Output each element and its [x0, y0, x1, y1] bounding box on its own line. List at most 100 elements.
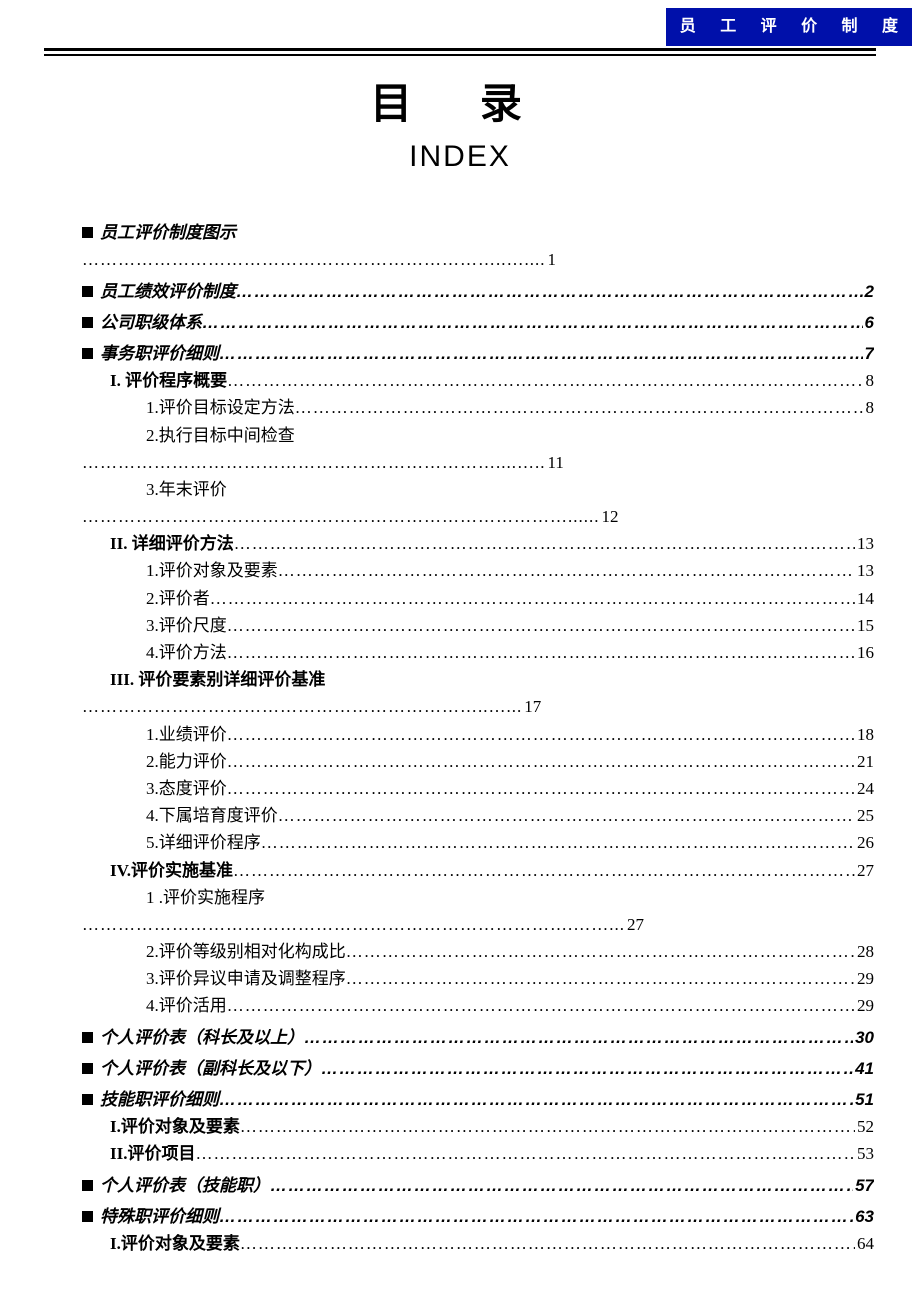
toc-row: 2.评价者14: [82, 585, 874, 612]
toc-label: 2.执行目标中间检查: [146, 422, 295, 449]
toc-label: 2.评价等级别相对化构成比: [146, 938, 346, 965]
toc-label-text: 特殊职评价细则: [100, 1207, 219, 1226]
toc-leader: [270, 1172, 853, 1199]
toc-page: 17: [522, 693, 541, 720]
toc-row: 3.评价尺度 15: [82, 612, 874, 639]
toc-page: 16: [855, 639, 874, 666]
toc-leader: [227, 748, 855, 775]
toc-label-text: 4.评价方法: [146, 643, 227, 662]
toc-label: 特殊职评价细则: [82, 1203, 219, 1230]
toc-label: 1.评价对象及要素: [146, 557, 278, 584]
toc-leader: [236, 278, 863, 305]
toc-page: 27: [625, 911, 644, 938]
toc-leader: [346, 965, 855, 992]
toc-label: 2.评价者: [146, 585, 210, 612]
bullet-square-icon: [82, 227, 93, 238]
bullet-square-icon: [82, 317, 93, 328]
title-cn: 目 录: [44, 70, 876, 137]
toc-page: 13: [855, 530, 874, 557]
toc-label-text: 2.评价等级别相对化构成比: [146, 942, 346, 961]
toc-leader: [227, 612, 855, 639]
toc-page: 15: [855, 612, 874, 639]
toc-row: 1.业绩评价18: [82, 721, 874, 748]
toc-label-text: 公司职级体系: [100, 313, 202, 332]
table-of-contents: 员工评价制度图示……………………………………………………………..…....1 员…: [44, 219, 876, 1257]
toc-leader: [227, 367, 863, 394]
toc-leader: [240, 1230, 855, 1257]
toc-row: I.评价对象及要素 64: [82, 1230, 874, 1257]
toc-label-text: 个人评价表（技能职）: [100, 1176, 270, 1195]
bullet-square-icon: [82, 1032, 93, 1043]
toc-page: 11: [546, 449, 564, 476]
toc-leader: [227, 992, 855, 1019]
toc-row: 3.评价异议申请及调整程序29: [82, 965, 874, 992]
toc-label: 个人评价表（副科长及以下）: [82, 1055, 321, 1082]
toc-leader: [210, 585, 855, 612]
toc-leader: ………………………………………………………………………......: [82, 503, 600, 530]
toc-label-text: 事务职评价细则: [100, 344, 219, 363]
toc-row: 3.年末评价: [82, 476, 874, 503]
toc-label: 1.评价目标设定方法: [146, 394, 295, 421]
toc-label-text: 3.评价尺度: [146, 616, 227, 635]
toc-row: 个人评价表（技能职）57: [82, 1172, 874, 1199]
toc-label: 3.年末评价: [146, 476, 227, 503]
toc-row: IV.评价实施基准27: [82, 857, 874, 884]
toc-row: 2.评价等级别相对化构成比 28: [82, 938, 874, 965]
toc-page: 27: [855, 857, 874, 884]
toc-label-text: II.评价项目: [110, 1144, 195, 1163]
toc-row: 2.执行目标中间检查: [82, 422, 874, 449]
toc-label: III. 评价要素别详细评价基准: [110, 666, 325, 693]
toc-leader: [219, 1203, 853, 1230]
toc-page: 7: [863, 340, 874, 367]
top-rule-1: [44, 48, 876, 51]
toc-label: 个人评价表（技能职）: [82, 1172, 270, 1199]
toc-label-text: I.评价对象及要素: [110, 1117, 240, 1136]
toc-row: 4.下属培育度评价25: [82, 802, 874, 829]
toc-leader: [227, 721, 855, 748]
toc-label-text: 3.态度评价: [146, 779, 227, 798]
toc-page: 21: [855, 748, 874, 775]
toc-label-text: III. 评价要素别详细评价基准: [110, 670, 325, 689]
toc-leader: [346, 938, 855, 965]
toc-label-text: 1.业绩评价: [146, 725, 227, 744]
toc-label: 员工评价制度图示: [82, 219, 236, 246]
toc-row: 5.详细评价程序 26: [82, 829, 874, 856]
toc-label: 3.评价尺度: [146, 612, 227, 639]
toc-row: II.评价项目53: [82, 1140, 874, 1167]
toc-label-text: 2.执行目标中间检查: [146, 426, 295, 445]
toc-row: …………………………………………………………..…...17: [82, 693, 874, 720]
toc-page: 41: [853, 1055, 874, 1082]
toc-label: I.评价对象及要素: [110, 1230, 240, 1257]
bullet-square-icon: [82, 1063, 93, 1074]
toc-page: 64: [855, 1230, 874, 1257]
toc-page: 28: [855, 938, 874, 965]
bullet-square-icon: [82, 286, 93, 297]
toc-leader: [227, 639, 855, 666]
toc-row: 个人评价表（副科长及以下） 41: [82, 1055, 874, 1082]
toc-row: 4.评价方法 16: [82, 639, 874, 666]
toc-label: I.评价对象及要素: [110, 1113, 240, 1140]
toc-label-text: 技能职评价细则: [100, 1090, 219, 1109]
toc-label-text: 2.能力评价: [146, 752, 227, 771]
toc-label-text: 5.详细评价程序: [146, 833, 261, 852]
toc-page: 30: [853, 1024, 874, 1051]
toc-page: 25: [855, 802, 874, 829]
toc-page: 8: [864, 367, 875, 394]
toc-label: 3.评价异议申请及调整程序: [146, 965, 346, 992]
toc-page: 26: [855, 829, 874, 856]
toc-leader: ……………………………………………………………..…....: [82, 246, 546, 273]
toc-label: 1.业绩评价: [146, 721, 227, 748]
toc-row: ……………………………………………………………....…..11: [82, 449, 874, 476]
toc-page: 1: [546, 246, 557, 273]
toc-label-text: 员工绩效评价制度: [100, 282, 236, 301]
toc-leader: [219, 1086, 853, 1113]
top-rule-2: [44, 54, 876, 56]
toc-label-text: 4.评价活用: [146, 996, 227, 1015]
toc-label-text: 3.评价异议申请及调整程序: [146, 969, 346, 988]
bullet-square-icon: [82, 1094, 93, 1105]
toc-row: II. 详细评价方法13: [82, 530, 874, 557]
toc-label: II.评价项目: [110, 1140, 195, 1167]
toc-label: 公司职级体系: [82, 309, 202, 336]
toc-row: ……………………………………………………………………….……...27: [82, 911, 874, 938]
toc-leader: [261, 829, 855, 856]
